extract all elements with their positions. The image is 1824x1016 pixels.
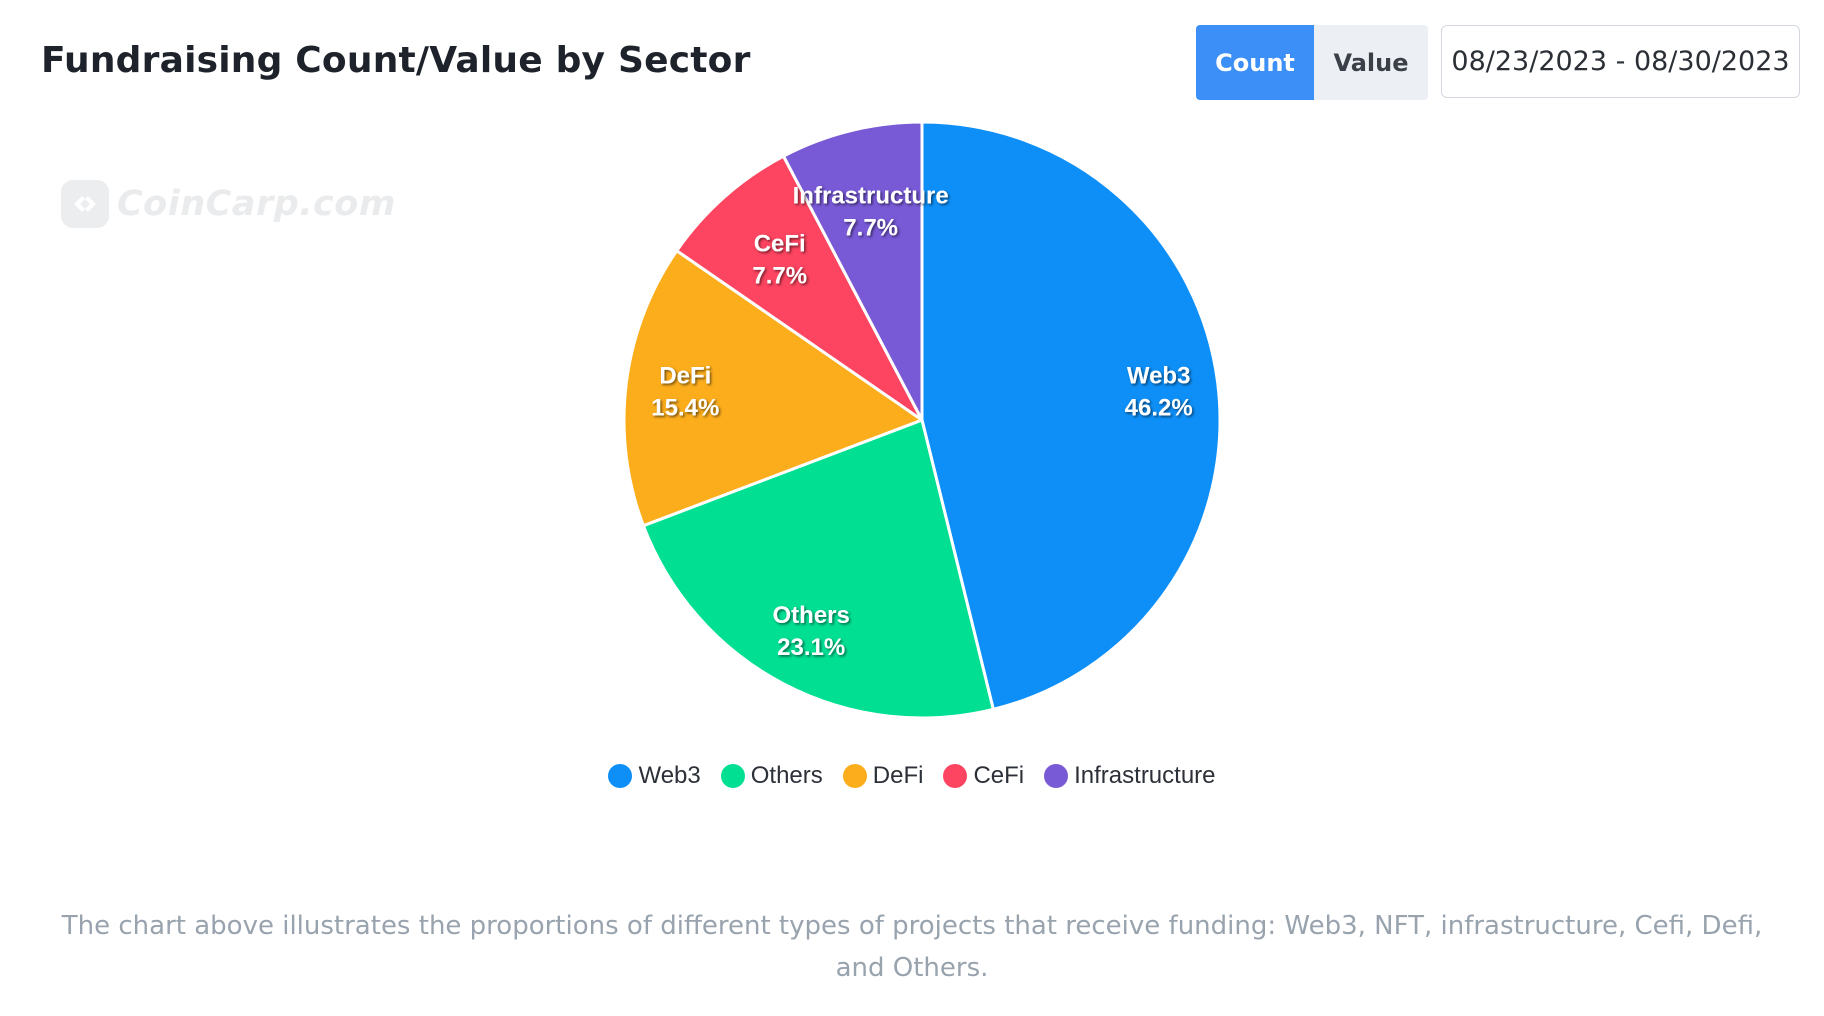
slice-label-name-others: Others [773, 602, 850, 629]
legend-swatch-icon [720, 764, 745, 788]
legend-item-web3[interactable]: Web3 [608, 762, 701, 790]
legend-swatch-icon [943, 764, 968, 788]
legend-label: DeFi [872, 762, 924, 789]
pie-slice-web3[interactable] [920, 120, 1222, 711]
coincarp-logo-icon [61, 180, 109, 228]
chart-title: Fundraising Count/Value by Sector [41, 40, 751, 81]
chart-legend: Web3 Others DeFi CeFi Infrastructure [0, 762, 1824, 790]
legend-label: CeFi [973, 762, 1025, 789]
slice-label-value-web3: 46.2% [1125, 394, 1193, 421]
pie-slice-cefi[interactable] [675, 154, 924, 422]
slice-label-value-others: 23.1% [777, 634, 845, 661]
legend-swatch-icon [1044, 764, 1069, 788]
pie-chart: Web346.2%Others23.1%DeFi15.4%CeFi7.7%Inf… [622, 120, 1222, 720]
watermark-text: CoinCarp.com [117, 184, 396, 224]
slice-label-name-web3: Web3 [1127, 362, 1191, 389]
slice-label-value-infrastructure: 7.7% [843, 215, 898, 242]
legend-item-infrastructure[interactable]: Infrastructure [1044, 762, 1216, 790]
slice-label-cefi: CeFi 7.7% [752, 230, 807, 289]
slice-label-name-defi: DeFi [659, 362, 711, 389]
pie-slice-infrastructure[interactable] [782, 120, 924, 422]
value-toggle-button[interactable]: Value [1314, 25, 1428, 100]
legend-label: Infrastructure [1074, 762, 1216, 789]
chart-caption: The chart above illustrates the proporti… [61, 911, 1763, 983]
legend-swatch-icon [608, 764, 633, 788]
slice-label-name-infrastructure: Infrastructure [793, 183, 949, 210]
slice-label-value-defi: 15.4% [651, 394, 719, 421]
count-toggle-button[interactable]: Count [1196, 25, 1314, 100]
slice-label-infrastructure: Infrastructure 7.7% [793, 183, 949, 242]
slice-label-defi: DeFi 15.4% [651, 362, 719, 421]
coincarp-watermark: CoinCarp.com [60, 177, 396, 231]
slice-label-others: Others 23.1% [773, 602, 850, 661]
slice-label-web3: Web3 46.2% [1125, 362, 1193, 421]
slice-label-value-cefi: 7.7% [752, 262, 807, 289]
pie-slice-others[interactable] [641, 418, 995, 720]
slice-label-name-cefi: CeFi [754, 230, 806, 257]
legend-label: Web3 [638, 762, 701, 789]
legend-item-defi[interactable]: DeFi [842, 762, 924, 790]
pie-slice-defi[interactable] [622, 249, 924, 528]
count-value-toggle: Count Value [1196, 25, 1428, 100]
legend-item-others[interactable]: Others [720, 762, 823, 790]
legend-swatch-icon [842, 764, 867, 788]
legend-label: Others [750, 762, 823, 789]
date-range-picker[interactable]: 08/23/2023 - 08/30/2023 [1441, 25, 1800, 98]
legend-item-cefi[interactable]: CeFi [943, 762, 1024, 790]
